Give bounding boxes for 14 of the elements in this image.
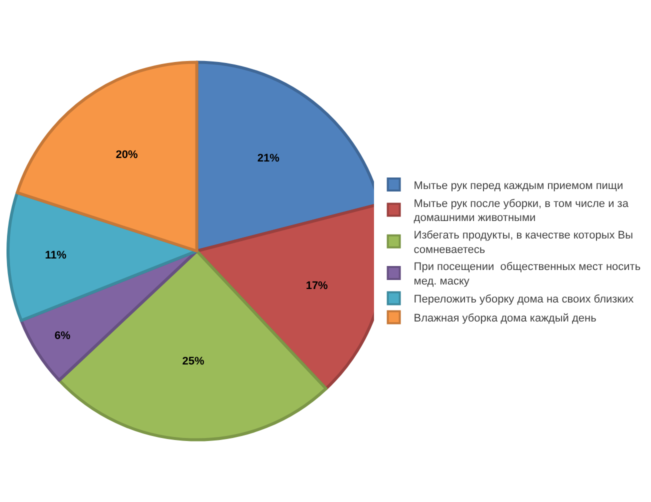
legend-label: При посещении общественных мест носить мед. маску — [414, 261, 641, 288]
data-label: 17% — [306, 280, 328, 292]
data-label: 20% — [116, 148, 138, 161]
pie-slice — [16, 60, 198, 252]
data-label: 21% — [257, 152, 280, 165]
pie-slice — [6, 191, 198, 322]
legend-label: Избегать продукты, в качестве которых Вы сомневаетесь — [414, 230, 634, 256]
data-label: 6% — [54, 330, 71, 342]
legend-label: Мытье рук после уборки, в том числе и за домашними животными — [414, 198, 630, 224]
data-label: 11% — [45, 249, 67, 262]
legend-label: Мытье рук перед каждым приемом пищи — [414, 180, 624, 192]
legend-label: Переложить уборку дома на своих близких — [414, 294, 634, 306]
data-label: 25% — [182, 356, 204, 368]
legend-label: Влажная уборка дома каждый день — [414, 312, 597, 325]
